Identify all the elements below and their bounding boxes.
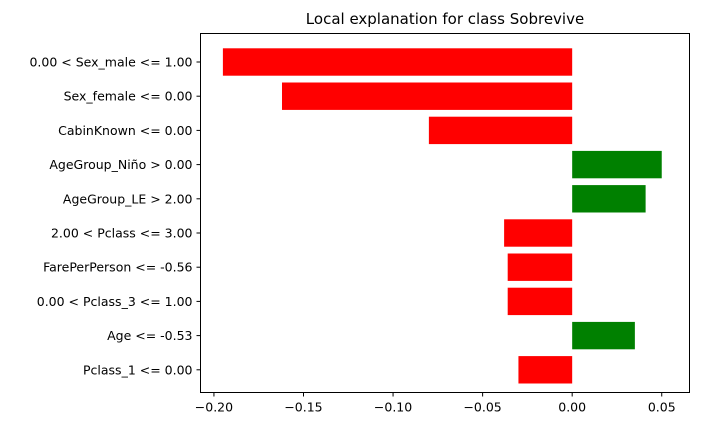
- bar-6: [507, 253, 573, 281]
- bar-1: [282, 82, 573, 110]
- y-tick-label: AgeGroup_LE > 2.00: [63, 191, 193, 206]
- bar-9: [518, 356, 573, 384]
- chart-title: Local explanation for class Sobrevive: [306, 10, 584, 28]
- bar-2: [428, 116, 573, 145]
- x-tick-label: −0.10: [374, 400, 412, 415]
- x-tick-label: −0.05: [463, 400, 501, 415]
- bar-3: [572, 150, 662, 179]
- x-tick-label: −0.15: [284, 400, 322, 415]
- y-tick-label: FarePerPerson <= -0.56: [43, 260, 192, 275]
- bars-group: [222, 48, 662, 384]
- x-tick-label: 0.00: [558, 400, 586, 415]
- y-tick-label: Sex_female <= 0.00: [64, 89, 193, 104]
- bar-4: [572, 185, 646, 213]
- y-tick-label: Pclass_1 <= 0.00: [83, 362, 193, 377]
- y-tick-label: 2.00 < Pclass <= 3.00: [51, 226, 193, 241]
- bar-5: [504, 219, 573, 247]
- y-tick-label: 0.00 < Sex_male <= 1.00: [29, 55, 192, 70]
- x-tick-label: 0.05: [648, 400, 676, 415]
- plot-frame: [200, 33, 690, 393]
- bar-8: [572, 321, 635, 350]
- bar-0: [222, 48, 573, 76]
- y-tick-label: AgeGroup_Niño > 0.00: [49, 157, 192, 172]
- x-axis-ticks: −0.20 −0.15 −0.10 −0.05 0.00 0.05: [195, 392, 676, 415]
- y-tick-label: Age <= -0.53: [107, 328, 192, 343]
- y-axis-ticks: 0.00 < Sex_male <= 1.00 Sex_female <= 0.0…: [29, 55, 201, 377]
- bar-7: [507, 287, 573, 316]
- y-tick-label: CabinKnown <= 0.00: [58, 123, 192, 138]
- x-tick-label: −0.20: [195, 400, 233, 415]
- y-tick-label: 0.00 < Pclass_3 <= 1.00: [37, 294, 193, 309]
